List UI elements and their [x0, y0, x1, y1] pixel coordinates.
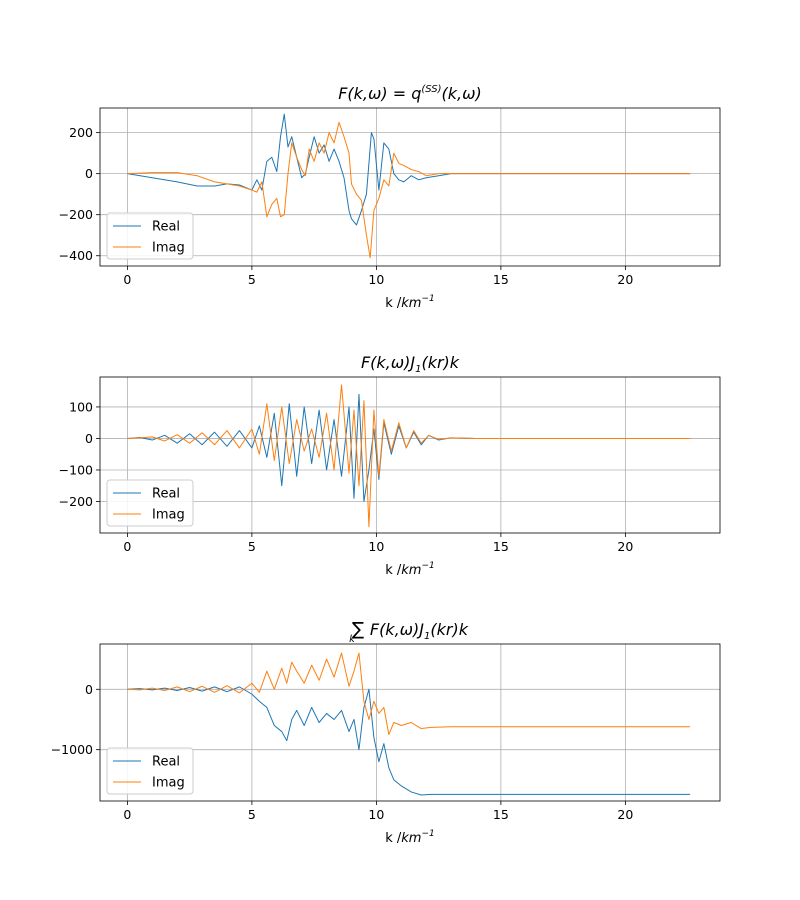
chart-2: 0 5 10 15 20 −200 −100 0 100 k /km−1 F(k,ω)J1(kr)k… — [59, 353, 721, 578]
series-line-imag — [127, 384, 691, 528]
plot-area — [100, 108, 720, 266]
y-tick-label: −200 — [59, 494, 93, 509]
y-tick-label: −100 — [59, 462, 93, 477]
legend-label-imag: Imag — [152, 776, 185, 791]
legend-label-real: Real — [152, 487, 180, 502]
chart-title: ∑ F(k,ω)J1(kr)k — [352, 619, 469, 642]
series-line-real — [127, 113, 691, 226]
x-tick-label: 10 — [368, 272, 384, 287]
y-tick-label: 100 — [69, 399, 93, 414]
chart-title: F(k,ω) = q(SS)(k,ω) — [338, 84, 482, 103]
legend-label-real: Real — [152, 220, 180, 235]
series-line-imag — [127, 652, 691, 736]
axes-frame — [99, 643, 721, 802]
y-tick-label: −400 — [59, 248, 93, 263]
sum-subscript: k — [349, 634, 356, 645]
y-tick-label: 0 — [85, 682, 93, 697]
chart-1: 0 5 10 15 20 −400 −200 0 200 k /km−1 F(k,ω) = q(SS… — [59, 84, 721, 311]
x-axis-label: k /km−1 — [385, 294, 435, 311]
x-tick-label: 15 — [493, 539, 509, 554]
x-tick-label: 0 — [123, 539, 131, 554]
x-tick-label: 20 — [617, 807, 633, 822]
x-tick-label: 10 — [368, 807, 384, 822]
x-tick-label: 10 — [368, 539, 384, 554]
x-tick-label: 15 — [493, 807, 509, 822]
x-tick-label: 5 — [248, 272, 256, 287]
x-tick-label: 15 — [493, 272, 509, 287]
legend-label-imag: Imag — [152, 241, 185, 256]
legend: Real Imag — [106, 747, 194, 795]
y-tick-label: 0 — [85, 431, 93, 446]
legend-label-real: Real — [152, 755, 180, 770]
y-tick-label: −200 — [59, 207, 93, 222]
y-tick-label: 200 — [69, 125, 93, 140]
x-axis-label: k /km−1 — [385, 561, 435, 578]
y-tick-label: −1000 — [51, 742, 93, 757]
x-tick-label: 5 — [248, 539, 256, 554]
axes-frame — [99, 376, 721, 534]
plot-area — [100, 377, 720, 533]
x-tick-label: 20 — [617, 272, 633, 287]
axes-frame — [99, 107, 721, 267]
y-tick-label: 0 — [85, 166, 93, 181]
chart-3: 0 5 10 15 20 −1000 0 k /km−1 ∑ F(k,ω)J1(kr)kk Rea… — [51, 619, 721, 846]
series-line-real — [127, 686, 691, 796]
legend: Real Imag — [106, 479, 194, 527]
chart-title: F(k,ω)J1(kr)k — [361, 353, 460, 375]
series-line-imag — [127, 121, 691, 259]
x-axis-label: k /km−1 — [385, 829, 435, 846]
x-tick-label: 5 — [248, 807, 256, 822]
legend-label-imag: Imag — [152, 508, 185, 523]
x-tick-label: 0 — [123, 807, 131, 822]
legend: Real Imag — [106, 212, 194, 260]
x-tick-label: 20 — [617, 539, 633, 554]
x-tick-label: 0 — [123, 272, 131, 287]
